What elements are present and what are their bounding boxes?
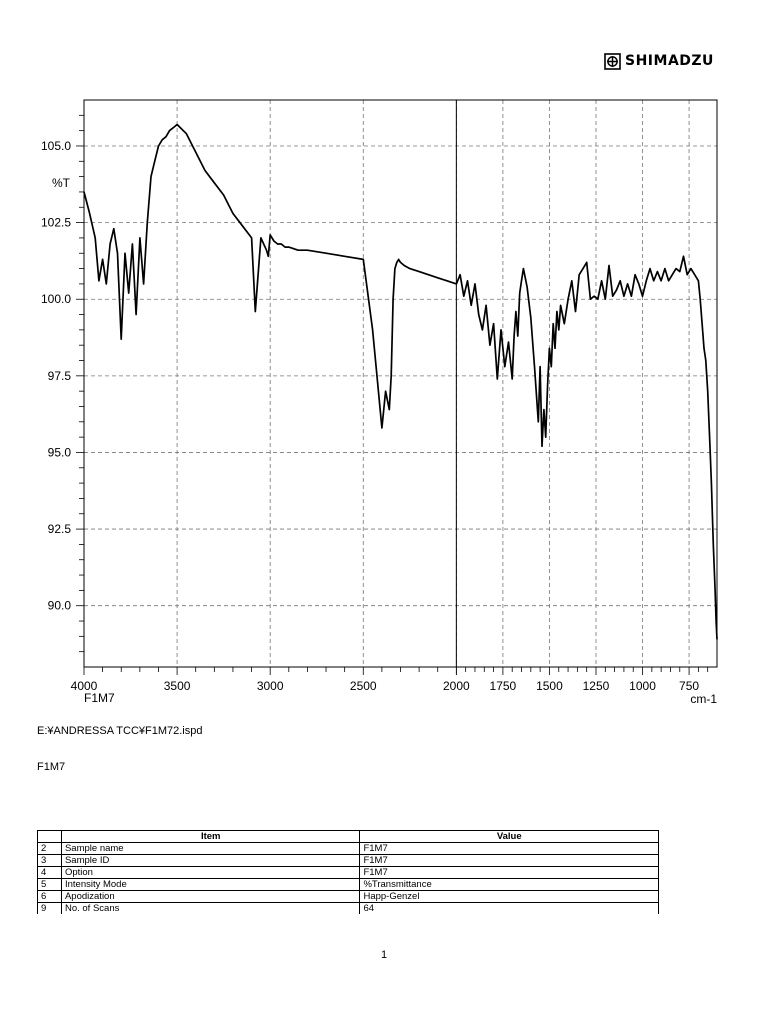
chart-minor-ticks <box>76 114 709 675</box>
y-tick-label: 100.0 <box>41 292 71 306</box>
y-tick-label: 102.5 <box>41 216 71 230</box>
table-header-index <box>37 830 62 843</box>
table-header-value: Value <box>359 830 659 843</box>
table-cell-item: Intensity Mode <box>60 878 361 891</box>
chart-grid <box>83 100 717 667</box>
y-tick-label: 92.5 <box>48 522 72 536</box>
y-tick-label: 97.5 <box>48 369 72 383</box>
table-cell-item: Sample ID <box>60 854 361 867</box>
table-header-row: Item Value <box>37 830 659 843</box>
ir-spectrum-chart: 4000 3500 3000 2500 2000 1750 1500 1250 1000 750 … <box>41 99 718 706</box>
table-cell-item: Apodization <box>60 890 361 903</box>
table-cell-value: %Transmittance <box>359 878 659 891</box>
x-tick-label: 1250 <box>583 679 610 693</box>
table-cell-index: 6 <box>37 890 62 903</box>
table-row: 6 Apodization Happ-Genzel <box>37 890 659 903</box>
table-row: 2 Sample name F1M7 <box>37 842 659 855</box>
y-axis-label: %T <box>52 176 71 190</box>
table-cell-index: 3 <box>37 854 62 867</box>
x-tick-labels: 4000 3500 3000 2500 2000 1750 1500 1250 1000 750 <box>71 679 700 693</box>
sample-caption: F1M7 <box>37 761 66 773</box>
table-cell-index: 2 <box>37 842 62 855</box>
table-row: 3 Sample ID F1M7 <box>37 854 659 867</box>
x-tick-label: 1750 <box>490 679 517 693</box>
table-cell-value: 64 <box>359 902 659 914</box>
x-tick-label: 2000 <box>443 679 470 693</box>
brand-name: SHIMADZU <box>625 53 714 69</box>
shimadzu-logo-icon <box>604 52 621 70</box>
x-tick-label: 3000 <box>257 679 284 693</box>
y-tick-labels: 90.0 92.5 95.0 97.5 100.0 102.5 105.0 <box>41 139 71 613</box>
parameters-table: Item Value 2 Sample name F1M7 3 Sample I… <box>37 830 659 914</box>
x-tick-label: 1000 <box>629 679 656 693</box>
x-tick-label: 1500 <box>536 679 563 693</box>
table-row: 5 Intensity Mode %Transmittance <box>37 878 659 891</box>
table-cell-value: Happ-Genzel <box>359 890 659 903</box>
x-tick-label: 2500 <box>350 679 377 693</box>
y-tick-label: 105.0 <box>41 139 71 153</box>
y-tick-label: 95.0 <box>48 445 72 459</box>
brand-logo: SHIMADZU <box>604 52 714 70</box>
table-row: 9 No. of Scans 64 <box>37 902 659 914</box>
table-cell-value: F1M7 <box>359 854 659 867</box>
table-header-item: Item <box>60 830 361 843</box>
file-path: E:¥ANDRESSA TCC¥F1M72.ispd <box>37 725 203 737</box>
x-tick-label: 4000 <box>71 679 98 693</box>
x-axis-label: cm-1 <box>690 692 717 706</box>
series-line-f1m7 <box>83 123 718 640</box>
x-tick-label: 750 <box>679 679 699 693</box>
table-row: 4 Option F1M7 <box>37 866 659 879</box>
plot-frame <box>83 99 718 668</box>
table-cell-index: 9 <box>37 902 62 914</box>
page-number: 1 <box>380 949 388 961</box>
table-cell-item: Option <box>60 866 361 879</box>
series-label: F1M7 <box>84 691 115 705</box>
table-cell-index: 5 <box>37 878 62 891</box>
table-cell-value: F1M7 <box>359 842 659 855</box>
table-cell-value: F1M7 <box>359 866 659 879</box>
y-tick-label: 90.0 <box>48 599 72 613</box>
table-cell-index: 4 <box>37 866 62 879</box>
x-tick-label: 3500 <box>164 679 191 693</box>
table-cell-item: Sample name <box>60 842 361 855</box>
table-cell-item: No. of Scans <box>60 902 361 914</box>
